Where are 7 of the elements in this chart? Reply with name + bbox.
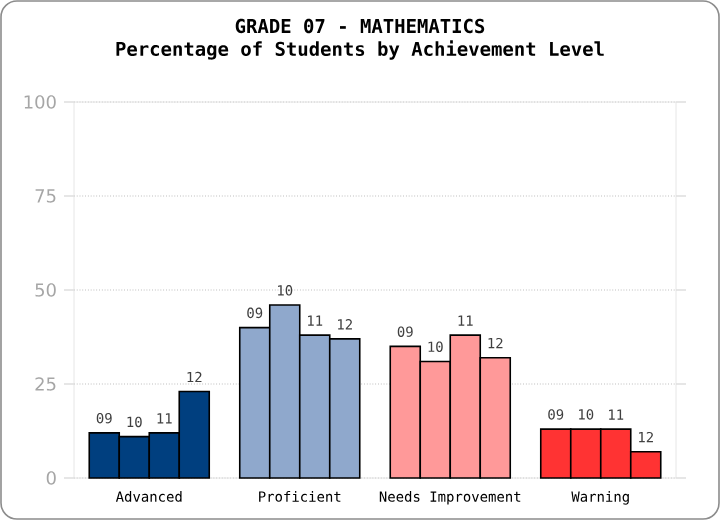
y-tick-label: 25 <box>35 377 56 391</box>
y-tick-label: 0 <box>46 471 56 485</box>
y-tick-label: 75 <box>35 189 56 203</box>
y-tick-label: 50 <box>35 283 56 297</box>
chart-title: GRADE 07 - MATHEMATICS <box>235 18 485 34</box>
chart-subtitle: Percentage of Students by Achievement Level <box>116 40 604 60</box>
y-tick-label: 100 <box>24 95 56 109</box>
